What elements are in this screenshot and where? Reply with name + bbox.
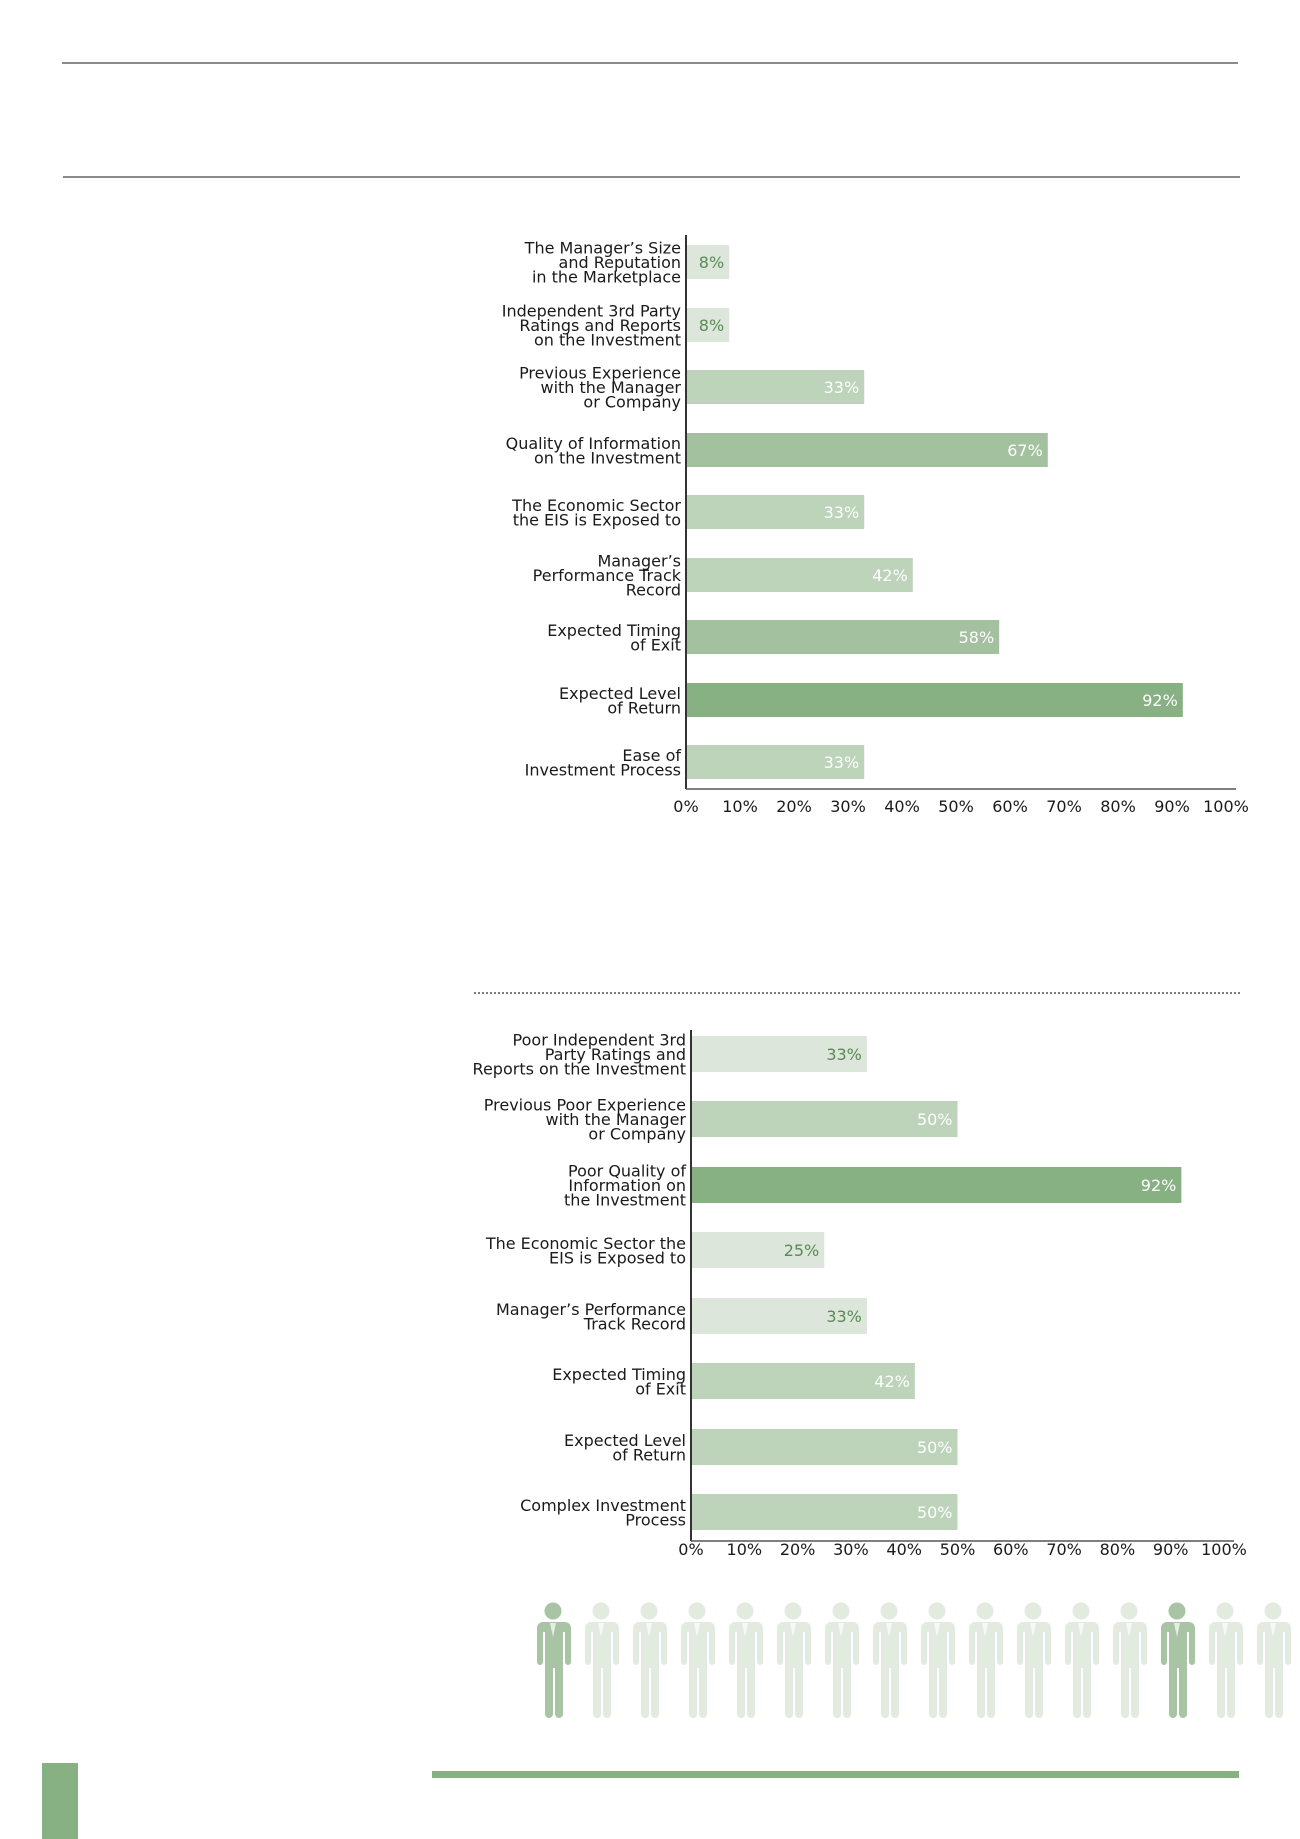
footer-rule (432, 1771, 1239, 1778)
c1-x-tick-1: 10% (722, 797, 758, 816)
person-icon (729, 1602, 763, 1718)
c1-value-label-5: 33% (824, 503, 860, 522)
c2-value-label-1: 33% (826, 1045, 862, 1064)
c2-category-label-8: Complex Investment Process (520, 1496, 686, 1530)
c2-bar-8 (691, 1494, 958, 1530)
c1-category-label-9: Ease of Investment Process (525, 746, 682, 780)
c2-category-label-7: Expected Level of Return (564, 1431, 686, 1465)
person-icon (1257, 1602, 1291, 1718)
c2-bar-2 (691, 1101, 958, 1137)
c1-bar-5 (686, 495, 865, 529)
person-icon (969, 1602, 1003, 1718)
c1-x-tick-9: 90% (1154, 797, 1190, 816)
c2-category-label-4: The Economic Sector the EIS is Exposed to (485, 1234, 686, 1268)
c1-x-tick-2: 20% (776, 797, 812, 816)
c1-value-label-4: 67% (1007, 441, 1043, 460)
c1-value-label-7: 58% (959, 628, 995, 647)
person-icon (585, 1602, 619, 1718)
person-icon (873, 1602, 907, 1718)
c2-x-tick-8: 80% (1100, 1540, 1136, 1559)
c2-x-tick-2: 20% (780, 1540, 816, 1559)
person-icon (1065, 1602, 1099, 1718)
c2-category-label-5: Manager’s Performance Track Record (496, 1300, 686, 1334)
c1-bar-2 (686, 308, 730, 342)
c2-x-tick-7: 70% (1046, 1540, 1082, 1559)
c1-category-label-3: Previous Experience with the Manager or Co… (519, 364, 681, 412)
page-tab-marker (42, 1763, 78, 1839)
c2-x-tick-1: 10% (727, 1540, 763, 1559)
c1-x-tick-0: 0% (673, 797, 698, 816)
header-rule (63, 176, 1240, 178)
c1-x-tick-4: 40% (884, 797, 920, 816)
c2-category-label-2: Previous Poor Experience with the Manager… (484, 1096, 687, 1144)
c2-bar-6 (691, 1363, 915, 1399)
c2-x-tick-6: 60% (993, 1540, 1029, 1559)
c1-bar-7 (686, 620, 1000, 654)
c2-category-label-3: Poor Quality of Information on the Investm… (564, 1162, 686, 1210)
c2-value-label-5: 33% (826, 1307, 862, 1326)
c1-x-tick-10: 100% (1203, 797, 1249, 816)
person-icon (681, 1602, 715, 1718)
c1-bar-3 (686, 370, 865, 404)
c2-bar-3 (691, 1167, 1182, 1203)
c2-x-tick-10: 100% (1201, 1540, 1247, 1559)
c1-x-tick-8: 80% (1100, 797, 1136, 816)
c2-x-tick-5: 50% (940, 1540, 976, 1559)
c1-x-tick-3: 30% (830, 797, 866, 816)
c1-category-label-6: Manager’s Performance Track Record (533, 552, 682, 600)
c2-value-label-4: 25% (784, 1241, 820, 1260)
person-icon (777, 1602, 811, 1718)
c1-bar-8 (686, 683, 1183, 717)
person-icon (1209, 1602, 1243, 1718)
person-icon (1161, 1602, 1195, 1718)
c1-bar-4 (686, 433, 1048, 467)
c2-value-label-2: 50% (917, 1110, 953, 1129)
c2-bar-5 (691, 1298, 867, 1334)
c2-bar-4 (691, 1232, 825, 1268)
c1-value-label-1: 8% (699, 253, 724, 272)
c2-bar-1 (691, 1036, 867, 1072)
c2-value-label-8: 50% (917, 1503, 953, 1522)
c2-category-label-1: Poor Independent 3rd Party Ratings and Rep… (473, 1031, 686, 1079)
c1-category-label-7: Expected Timing of Exit (547, 621, 681, 655)
c1-category-label-8: Expected Level of Return (559, 684, 681, 718)
c1-x-tick-5: 50% (938, 797, 974, 816)
c2-x-tick-3: 30% (833, 1540, 869, 1559)
c1-bar-1 (686, 245, 730, 279)
person-icon (921, 1602, 955, 1718)
chart-1: 8% The Manager’s Size and Reputation in the… (502, 235, 1249, 816)
c1-value-label-9: 33% (824, 753, 860, 772)
c1-category-label-5: The Economic Sector the EIS is Exposed to (511, 496, 681, 530)
c1-x-tick-7: 70% (1046, 797, 1082, 816)
c1-category-label-2: Independent 3rd Party Ratings and Reports… (502, 302, 681, 350)
c2-value-label-6: 42% (874, 1372, 910, 1391)
c2-x-tick-0: 0% (678, 1540, 703, 1559)
c1-category-label-4: Quality of Information on the Investment (506, 434, 681, 468)
c2-category-label-6: Expected Timing of Exit (552, 1365, 686, 1399)
chart-2: 33% Poor Independent 3rd Party Ratings and… (473, 1030, 1247, 1559)
c2-value-label-3: 92% (1141, 1176, 1177, 1195)
person-icon (537, 1602, 571, 1718)
c1-value-label-3: 33% (824, 378, 860, 397)
c1-value-label-8: 92% (1142, 691, 1178, 710)
section-divider (474, 992, 1240, 994)
person-icon (825, 1602, 859, 1718)
c1-bar-6 (686, 558, 913, 592)
c2-bar-7 (691, 1429, 958, 1465)
c1-value-label-6: 42% (872, 566, 908, 585)
person-icon (633, 1602, 667, 1718)
c2-value-label-7: 50% (917, 1438, 953, 1457)
c2-x-tick-4: 40% (886, 1540, 922, 1559)
top-rule (62, 62, 1238, 64)
c1-x-tick-6: 60% (992, 797, 1028, 816)
person-icon (1017, 1602, 1051, 1718)
person-icon (1113, 1602, 1147, 1718)
c2-x-tick-9: 90% (1153, 1540, 1189, 1559)
c1-value-label-2: 8% (699, 316, 724, 335)
c1-bar-9 (686, 745, 865, 779)
c1-category-label-1: The Manager’s Size and Reputation in the M… (524, 239, 681, 287)
